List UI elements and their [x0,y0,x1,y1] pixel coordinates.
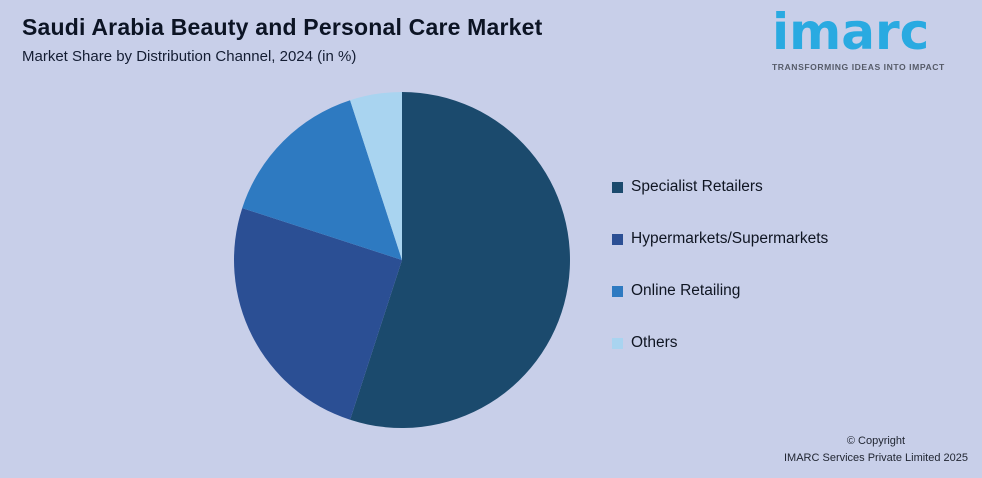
legend-label-online-retailing: Online Retailing [631,282,741,299]
legend-swatch-hypermarkets-supermarkets [612,233,623,245]
header: Saudi Arabia Beauty and Personal Care Ma… [22,14,543,65]
legend-item: Online Retailing [612,282,828,300]
imarc-logo: imarc TRANSFORMING IDEAS INTO IMPACT [772,6,968,72]
chart-title: Saudi Arabia Beauty and Personal Care Ma… [22,14,543,40]
copyright-line2: IMARC Services Private Limited 2025 [783,451,968,464]
legend-label-hypermarkets-supermarkets: Hypermarkets/Supermarkets [631,230,829,247]
pie-slice-1 [233,208,402,420]
legend-item: Others [612,334,828,352]
legend-label-specialist-retailers: Specialist Retailers [631,178,763,195]
pie-slice-3 [350,92,402,260]
legend: Specialist Retailers Hypermarkets/Superm… [612,178,828,352]
copyright-line1: © Copyright [846,435,906,447]
legend-item: Specialist Retailers [612,178,828,196]
pie-slice-2 [242,100,402,260]
pie-chart [232,90,572,430]
legend-item: Hypermarkets/Supermarkets [612,230,828,248]
pie-slice-0 [350,92,570,428]
legend-swatch-others [612,337,623,349]
legend-swatch-online-retailing [612,285,623,297]
chart-subtitle: Market Share by Distribution Channel, 20… [22,48,357,65]
legend-swatch-specialist-retailers [612,181,623,193]
legend-label-others: Others [631,334,678,351]
pie-chart-svg [233,92,570,428]
copyright: © Copyright IMARC Services Private Limit… [784,433,968,466]
imarc-logo-tagline: TRANSFORMING IDEAS INTO IMPACT [772,61,945,72]
imarc-logo-wordmark: imarc [772,3,930,61]
